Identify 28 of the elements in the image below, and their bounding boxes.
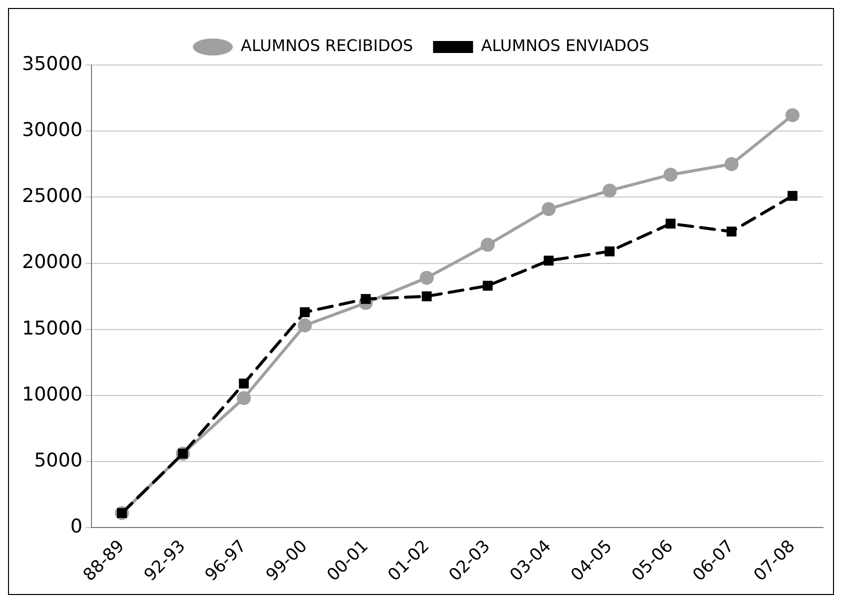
point — [604, 246, 615, 256]
point — [724, 157, 739, 172]
point — [236, 391, 251, 406]
point — [726, 226, 737, 236]
point — [480, 238, 495, 252]
y-tick-label: 10000 — [22, 383, 82, 406]
point — [786, 108, 800, 122]
point — [544, 256, 554, 266]
y-tick-label: 30000 — [22, 119, 82, 142]
point — [298, 318, 312, 332]
point — [482, 280, 493, 291]
y-tick-label: 25000 — [22, 185, 82, 208]
point — [300, 307, 310, 318]
point — [788, 190, 798, 201]
legend-label: ALUMNOS RECIBIDOS — [240, 36, 414, 56]
point — [238, 378, 249, 389]
point — [420, 270, 434, 285]
point — [422, 291, 432, 302]
point — [664, 168, 678, 182]
point — [542, 202, 556, 216]
y-tick-label: 0 — [70, 516, 82, 538]
y-tick-label: 20000 — [22, 251, 82, 274]
point — [666, 218, 676, 229]
y-tick-label: 5000 — [34, 449, 82, 472]
y-tick-label: 15000 — [22, 317, 82, 340]
point — [602, 184, 617, 198]
y-tick-label: 35000 — [22, 52, 82, 75]
legend-label: ALUMNOS ENVIADOS — [481, 36, 650, 56]
